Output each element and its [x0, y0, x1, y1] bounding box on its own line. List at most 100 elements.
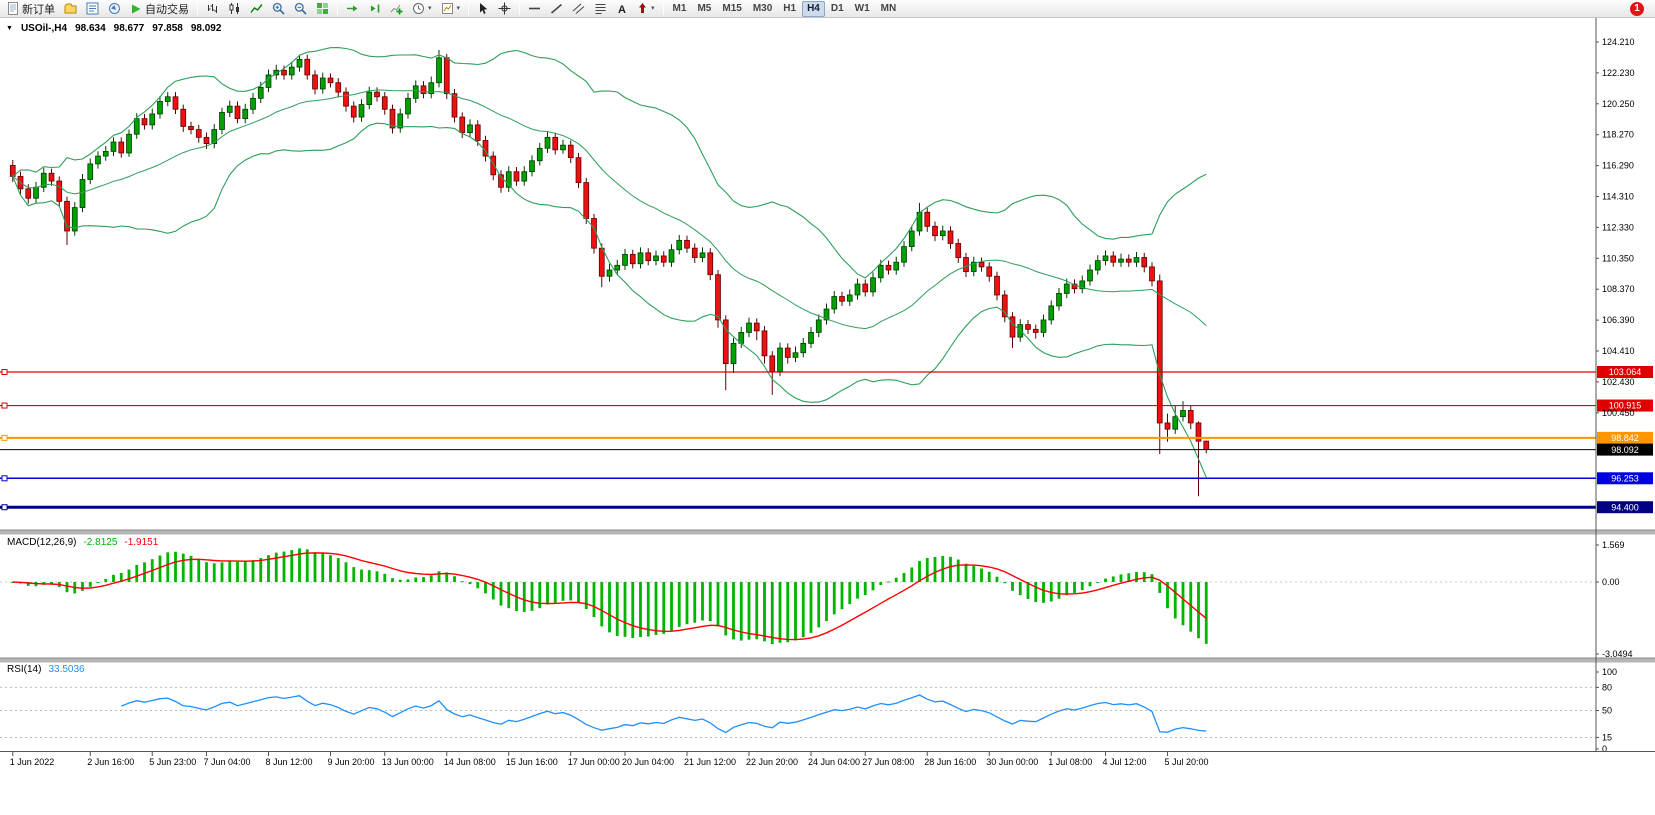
- timeframe-m1-button[interactable]: M1: [668, 1, 692, 17]
- svg-text:20 Jun 04:00: 20 Jun 04:00: [622, 757, 674, 767]
- market-watch-button[interactable]: [82, 1, 103, 17]
- svg-text:124.210: 124.210: [1602, 37, 1635, 47]
- navigator-icon: [108, 2, 121, 15]
- horizontal-line-icon: [528, 2, 541, 15]
- zoom-in-button[interactable]: [268, 1, 289, 17]
- text-button[interactable]: A: [612, 1, 632, 17]
- svg-text:114.310: 114.310: [1602, 191, 1634, 201]
- new-order-label: 新订单: [22, 3, 55, 16]
- toolbar-separator: [337, 2, 338, 15]
- chart-menu-arrow-icon[interactable]: ▼: [6, 25, 13, 32]
- rsi-label-text: RSI(14): [7, 664, 42, 675]
- svg-text:108.370: 108.370: [1602, 284, 1635, 294]
- svg-text:9 Jun 20:00: 9 Jun 20:00: [328, 757, 375, 767]
- timeframe-m5-button[interactable]: M5: [692, 1, 716, 17]
- svg-text:103.064: 103.064: [1609, 367, 1642, 377]
- indicators-button[interactable]: [386, 1, 407, 17]
- timeframe-mn-button[interactable]: MN: [876, 1, 902, 17]
- zoom-out-button[interactable]: [290, 1, 311, 17]
- arrows-button[interactable]: ▾: [633, 1, 659, 17]
- macd-signal-line: [12, 552, 1207, 641]
- market-watch-icon: [86, 2, 99, 15]
- tile-windows-button[interactable]: [312, 1, 333, 17]
- new-order-document-icon: [7, 2, 19, 15]
- chart-symbol-period: USOil-,H4: [20, 23, 68, 34]
- svg-text:0.00: 0.00: [1602, 577, 1620, 587]
- svg-text:24 Jun 04:00: 24 Jun 04:00: [808, 757, 860, 767]
- macd-histogram: [11, 548, 1208, 645]
- periods-clock-icon: [412, 2, 425, 15]
- svg-text:4 Jul 12:00: 4 Jul 12:00: [1103, 757, 1147, 767]
- svg-text:27 Jun 08:00: 27 Jun 08:00: [862, 757, 914, 767]
- svg-text:30 Jun 00:00: 30 Jun 00:00: [986, 757, 1038, 767]
- svg-text:50: 50: [1602, 706, 1612, 716]
- horizontal-line-button[interactable]: [524, 1, 545, 17]
- time-axis[interactable]: 1 Jun 2022 2 Jun 16:00 5 Jun 23:00 7 Jun 04…: [0, 751, 1655, 768]
- horizontal-lines[interactable]: [0, 369, 1596, 511]
- new-order-button[interactable]: 新订单: [3, 1, 59, 17]
- zoom-in-icon: [272, 2, 285, 15]
- text-icon: A: [616, 2, 628, 15]
- svg-text:1 Jun 2022: 1 Jun 2022: [10, 757, 55, 767]
- arrows-icon: [637, 2, 648, 15]
- chart-shift-button[interactable]: [364, 1, 385, 17]
- svg-text:-3.0494: -3.0494: [1602, 649, 1633, 659]
- timeframe-w1-button[interactable]: W1: [850, 1, 875, 17]
- periods-button[interactable]: ▾: [408, 1, 436, 17]
- trendline-button[interactable]: [546, 1, 567, 17]
- ohlc-open: 98.634: [75, 23, 106, 34]
- svg-text:102.430: 102.430: [1602, 377, 1635, 387]
- templates-icon: [441, 2, 454, 15]
- svg-text:14 Jun 08:00: 14 Jun 08:00: [444, 757, 496, 767]
- navigator-button[interactable]: [104, 1, 125, 17]
- crosshair-button[interactable]: [494, 1, 515, 17]
- profiles-button[interactable]: [60, 1, 81, 17]
- rsi-value: 33.5036: [48, 664, 85, 675]
- price-axis[interactable]: 124.210 122.230 120.250 118.270 116.290 114.3…: [1595, 18, 1635, 754]
- add-indicator-icon: [390, 2, 403, 15]
- svg-text:80: 80: [1602, 682, 1612, 692]
- auto-scroll-icon: [346, 2, 359, 15]
- svg-text:118.270: 118.270: [1602, 130, 1634, 140]
- line-chart-button[interactable]: [246, 1, 267, 17]
- ohlc-low: 97.858: [152, 23, 183, 34]
- svg-text:120.250: 120.250: [1602, 99, 1635, 109]
- chart-canvas[interactable]: 103.064100.91598.84296.25394.40098.09212…: [0, 18, 1655, 815]
- macd-indicator-label: MACD(12,26,9) -2.8125 -1.9151: [7, 537, 158, 548]
- cursor-button[interactable]: [473, 1, 493, 17]
- rsi-line: [121, 694, 1207, 734]
- templates-button[interactable]: ▾: [437, 1, 465, 17]
- timeframe-d1-button[interactable]: D1: [826, 1, 849, 17]
- auto-trading-play-icon: [130, 3, 142, 15]
- svg-text:122.230: 122.230: [1602, 68, 1635, 78]
- auto-trading-label: 自动交易: [145, 3, 189, 16]
- line-chart-icon: [250, 2, 263, 15]
- ohlc-close: 98.092: [190, 23, 222, 34]
- auto-scroll-button[interactable]: [342, 1, 363, 17]
- timeframe-m30-button[interactable]: M30: [748, 1, 777, 17]
- timeframe-h1-button[interactable]: H1: [778, 1, 801, 17]
- candlestick-chart-icon: [228, 2, 241, 15]
- svg-text:100.450: 100.450: [1602, 408, 1635, 418]
- svg-text:116.290: 116.290: [1602, 161, 1634, 171]
- bar-chart-button[interactable]: [202, 1, 223, 17]
- svg-text:106.390: 106.390: [1602, 315, 1635, 325]
- svg-text:1.569: 1.569: [1602, 540, 1625, 550]
- toolbar: 新订单 自动交易: [0, 0, 1655, 18]
- timeframe-h4-button[interactable]: H4: [802, 0, 825, 17]
- svg-text:112.330: 112.330: [1602, 222, 1634, 232]
- rsi-level-lines: [0, 686, 1596, 738]
- auto-trading-button[interactable]: 自动交易: [126, 1, 193, 17]
- trendline-icon: [550, 2, 563, 15]
- svg-text:96.253: 96.253: [1611, 473, 1639, 483]
- fibonacci-button[interactable]: [590, 1, 611, 17]
- candlestick-chart-button[interactable]: [224, 1, 245, 17]
- equidistant-channel-button[interactable]: [568, 1, 589, 17]
- panel-separators[interactable]: [0, 529, 1655, 664]
- notification-badge[interactable]: 1: [1630, 1, 1644, 16]
- timeframe-group: M1 M5 M15 M30 H1 H4 D1 W1 MN: [668, 0, 902, 17]
- svg-text:22 Jun 20:00: 22 Jun 20:00: [746, 757, 798, 767]
- svg-text:1 Jul 08:00: 1 Jul 08:00: [1048, 757, 1092, 767]
- timeframe-m15-button[interactable]: M15: [717, 1, 746, 17]
- svg-text:5 Jun 23:00: 5 Jun 23:00: [149, 757, 196, 767]
